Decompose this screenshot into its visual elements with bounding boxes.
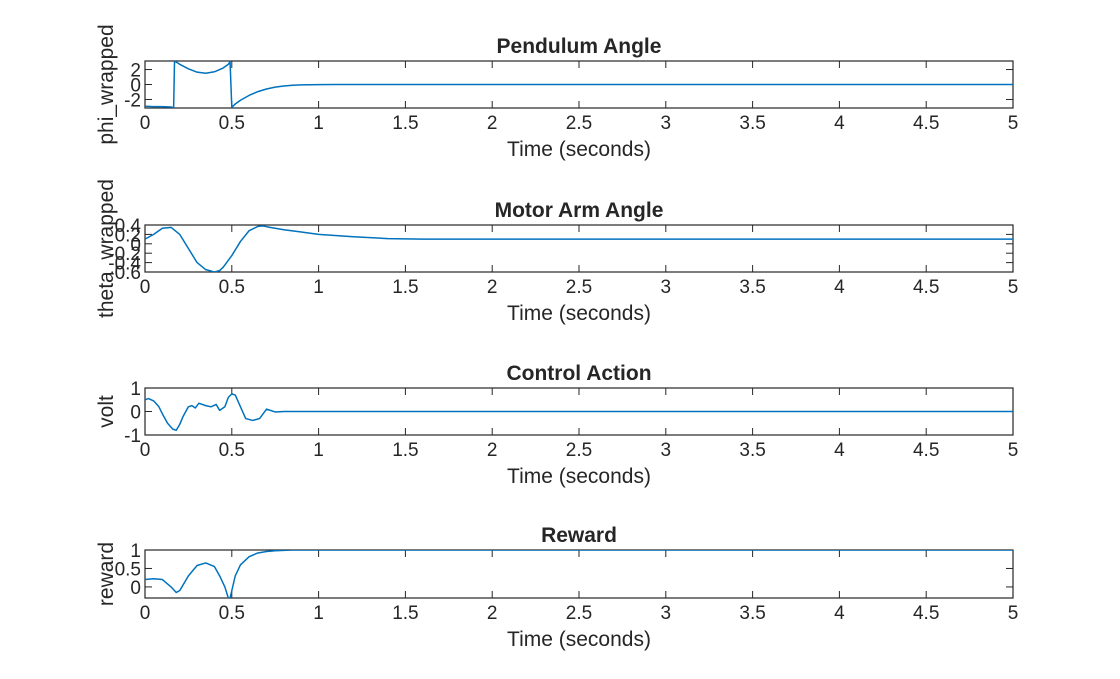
motor-arm-angle-ytick-label: 0 — [130, 235, 141, 256]
reward-series-line — [145, 550, 1013, 598]
motor-arm-angle-xtick-label: 4.5 — [913, 277, 939, 298]
motor-arm-angle-xtick-label: 1.5 — [392, 277, 418, 298]
motor-arm-angle-xtick-label: 2.5 — [566, 277, 592, 298]
motor-arm-angle-subplot: Motor Arm Angle 0 0.5 1 1.5 2 2.5 3 3.5 4 4.5 5 -0.6… — [95, 179, 1018, 325]
control-action-ytick-label: 1 — [130, 379, 141, 400]
pendulum-angle-xtick-label: 1.5 — [392, 113, 418, 134]
motor-arm-angle-xtick-label: 5 — [1008, 277, 1019, 298]
pendulum-angle-ytick-label: 2 — [130, 61, 141, 82]
control-action-series-line — [145, 393, 1013, 432]
pendulum-angle-xtick-label: 4.5 — [913, 113, 939, 134]
control-action-xtick-label: 3 — [661, 440, 672, 461]
reward-ylabel: reward — [95, 542, 118, 606]
motor-arm-angle-xlabel: Time (seconds) — [507, 302, 651, 325]
pendulum-angle-xtick-label: 2.5 — [566, 113, 592, 134]
control-action-xtick-label: 1.5 — [392, 440, 418, 461]
pendulum-angle-series-line — [145, 61, 1013, 108]
pendulum-angle-xtick-label: 5 — [1008, 113, 1019, 134]
pendulum-angle-xtick-label: 4 — [834, 113, 845, 134]
reward-ytick-label: 1 — [130, 541, 141, 562]
motor-arm-angle-ytick-label: -0.4 — [108, 254, 141, 275]
motor-arm-angle-xtick-label: 1 — [313, 277, 324, 298]
motor-arm-angle-axes-box — [144, 224, 1014, 273]
reward-xtick-label: 2.5 — [566, 603, 592, 624]
pendulum-angle-xtick-label: 3.5 — [739, 113, 765, 134]
motor-arm-angle-series-line — [145, 225, 1013, 272]
control-action-xlabel: Time (seconds) — [507, 465, 651, 488]
motor-arm-angle-ylabel: theta_wrapped — [95, 179, 118, 318]
control-action-xtick-label: 1 — [313, 440, 324, 461]
control-action-xtick-label: 5 — [1008, 440, 1019, 461]
control-action-ylabel: volt — [95, 395, 118, 428]
motor-arm-angle-xtick-label: 2 — [487, 277, 498, 298]
motor-arm-angle-xtick-label: 3.5 — [739, 277, 765, 298]
reward-xtick-label: 3 — [661, 603, 672, 624]
control-action-xtick-label: 0 — [140, 440, 151, 461]
control-action-xtick-label: 3.5 — [739, 440, 765, 461]
motor-arm-angle-ytick-label: -0.2 — [108, 244, 141, 265]
reward-xtick-label: 2 — [487, 603, 498, 624]
control-action-ytick-label: 0 — [130, 403, 141, 424]
pendulum-angle-ytick-label: 0 — [130, 76, 141, 97]
reward-xlabel: Time (seconds) — [507, 628, 651, 651]
motor-arm-angle-xtick-label: 3 — [661, 277, 672, 298]
motor-arm-angle-title: Motor Arm Angle — [495, 199, 664, 222]
reward-xtick-label: 0 — [140, 603, 151, 624]
reward-xtick-label: 1 — [313, 603, 324, 624]
pendulum-angle-xlabel: Time (seconds) — [507, 138, 651, 161]
motor-arm-angle-ytick-label: 0.4 — [115, 216, 142, 237]
motor-arm-angle-xtick-label: 0 — [140, 277, 151, 298]
reward-ytick-label: 0 — [130, 578, 141, 599]
control-action-xtick-label: 2 — [487, 440, 498, 461]
reward-xtick-label: 3.5 — [739, 603, 765, 624]
control-action-xtick-label: 4.5 — [913, 440, 939, 461]
pendulum-angle-xtick-label: 1 — [313, 113, 324, 134]
motor-arm-angle-xtick-label: 0.5 — [219, 277, 245, 298]
reward-xtick-label: 0.5 — [219, 603, 245, 624]
pendulum-angle-xtick-label: 0 — [140, 113, 151, 134]
reward-ytick-label: 0.5 — [115, 559, 141, 580]
pendulum-angle-xtick-label: 0.5 — [219, 113, 245, 134]
reward-title: Reward — [541, 524, 617, 547]
pendulum-angle-ytick-label: -2 — [124, 90, 141, 111]
pendulum-angle-title: Pendulum Angle — [497, 35, 662, 58]
reward-xtick-label: 1.5 — [392, 603, 418, 624]
motor-arm-angle-ytick-label: -0.6 — [108, 263, 141, 284]
motor-arm-angle-xtick-label: 4 — [834, 277, 845, 298]
pendulum-angle-ylabel: phi_wrapped — [95, 24, 118, 144]
control-action-xtick-label: 4 — [834, 440, 845, 461]
control-action-subplot: Control Action 0 0.5 1 1.5 2 2.5 3 3.5 4 4.5 5 -10 1 T… — [95, 362, 1018, 488]
control-action-ytick-label: -1 — [124, 426, 141, 447]
reward-xtick-label: 4.5 — [913, 603, 939, 624]
reward-xtick-label: 5 — [1008, 603, 1019, 624]
pendulum-angle-xtick-label: 3 — [661, 113, 672, 134]
reward-axes-box — [144, 549, 1014, 599]
control-action-xtick-label: 0.5 — [219, 440, 245, 461]
pendulum-angle-xtick-label: 2 — [487, 113, 498, 134]
motor-arm-angle-ytick-label: 0.2 — [115, 225, 141, 246]
control-action-xtick-label: 2.5 — [566, 440, 592, 461]
reward-xtick-label: 4 — [834, 603, 845, 624]
control-action-title: Control Action — [506, 362, 651, 385]
